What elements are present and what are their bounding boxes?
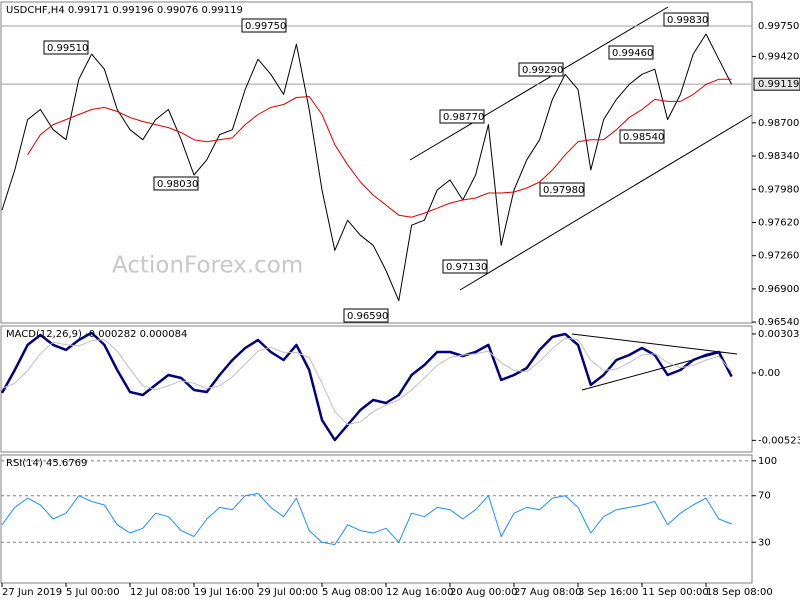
price-level-label: 0.99119 (758, 79, 799, 90)
y-tick-label: 0.97260 (758, 251, 799, 262)
annotation: 0.97980 (539, 182, 585, 197)
y-tick-label: 0.97620 (758, 217, 799, 228)
annotation-box (442, 259, 488, 274)
x-tick-label: 27 Jun 2019 (2, 587, 62, 598)
annotation-label: 0.99290 (522, 65, 563, 76)
series-line (1, 33, 733, 302)
y-tick-label: 0.98340 (758, 151, 799, 162)
annotation-box (539, 182, 585, 197)
annotation: 0.99290 (518, 62, 564, 77)
annotation: 0.99510 (43, 40, 89, 55)
y-tick-label: 0.97980 (758, 184, 799, 195)
annotation: 0.99460 (608, 45, 654, 60)
annotation-label: 0.98540 (623, 132, 664, 143)
y-tick-label: 0.96900 (758, 284, 799, 295)
annotation: 0.99750 (241, 18, 287, 33)
annotation-box (608, 45, 654, 60)
x-tick-label: 12 Aug 16:00 (386, 587, 453, 598)
x-tick-label: 19 Jul 16:00 (194, 587, 254, 598)
annotation: 0.98030 (153, 176, 199, 191)
annotation-label: 0.98770 (443, 112, 484, 123)
panel-frame (0, 1, 753, 324)
watermark: ActionForex.com (112, 253, 303, 279)
panel-title: RSI(14) 45.6769 (6, 458, 87, 469)
annotation-label: 0.97130 (446, 262, 487, 273)
series-line (1, 492, 732, 546)
y-tick-label: 30 (758, 537, 771, 548)
annotation-box (518, 62, 564, 77)
annotation-box (619, 129, 665, 144)
annotation-label: 0.99510 (47, 43, 88, 54)
annotation-box (241, 18, 287, 33)
x-tick-label: 29 Jul 00:00 (258, 587, 318, 598)
x-tick-label: 5 Aug 08:00 (322, 587, 383, 598)
panel-title: USDCHF,H4 0.99171 0.99196 0.99076 0.9911… (6, 5, 243, 16)
annotation-label: 0.99830 (667, 15, 708, 26)
channel-lower (459, 114, 753, 291)
annotation: 0.97130 (442, 259, 488, 274)
price-level-box (753, 77, 800, 91)
series-line (1, 337, 732, 425)
series-line (27, 78, 732, 218)
x-tick-label: 5 Jul 00:00 (66, 587, 120, 598)
annotation-label: 0.99750 (245, 21, 286, 32)
panel-frame (0, 325, 753, 453)
annotation-label: 0.99460 (612, 48, 653, 59)
annotation: 0.96590 (343, 308, 389, 323)
y-tick-label: 0.00303 (758, 329, 799, 340)
annotation-box (43, 40, 89, 55)
annotation-box (663, 12, 709, 27)
series-line (0, 331, 733, 442)
price-level-box (754, 19, 800, 32)
annotation-box (343, 308, 389, 323)
y-tick-label: 0.96540 (758, 317, 799, 328)
x-tick-label: 3 Sep 16:00 (578, 587, 638, 598)
y-tick-label: 0.00 (758, 368, 780, 379)
y-tick-label: 0.99420 (758, 51, 799, 62)
x-tick-label: 18 Sep 08:00 (706, 587, 773, 598)
annotation-label: 0.97980 (543, 185, 584, 196)
annotation: 0.98540 (619, 129, 665, 144)
panel-frame (0, 454, 753, 584)
annotation-label: 0.96590 (347, 311, 388, 322)
panel-title: MACD(12,26,9) -0.000282 0.000084 (6, 329, 187, 340)
y-tick-label: 100 (758, 456, 777, 467)
annotation-box (153, 176, 199, 191)
channel-upper (409, 6, 669, 161)
y-tick-label: -0.005236 (758, 435, 800, 446)
x-tick-label: 20 Aug 00:00 (450, 587, 517, 598)
annotation: 0.98770 (439, 109, 485, 124)
annotation: 0.99830 (663, 12, 709, 27)
triangle-upper (571, 333, 738, 355)
annotation-label: 0.98030 (157, 179, 198, 190)
annotation-box (439, 109, 485, 124)
x-tick-label: 11 Sep 00:00 (642, 587, 709, 598)
y-tick-label: 70 (758, 491, 771, 502)
y-tick-label: 0.98700 (758, 118, 799, 129)
price-level-label: 0.99750 (758, 21, 799, 32)
x-tick-label: 12 Jul 08:00 (130, 587, 190, 598)
x-tick-label: 27 Aug 08:00 (514, 587, 581, 598)
